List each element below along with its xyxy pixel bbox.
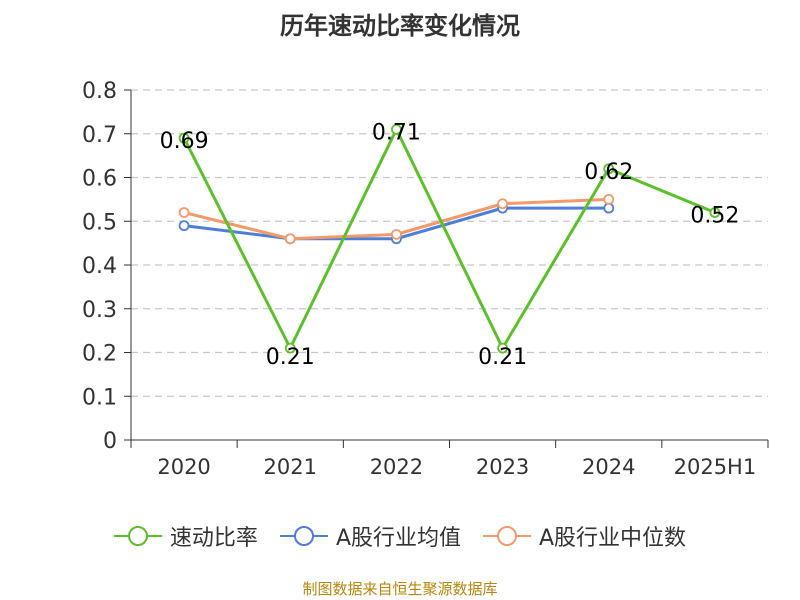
y-tick-label: 0.3 — [82, 298, 117, 323]
data-point — [178, 132, 190, 144]
y-tick-label: 0.4 — [82, 254, 117, 279]
data-point — [284, 233, 296, 245]
data-point — [391, 123, 402, 135]
legend-item-industry-mean[interactable]: A股行业均值 — [279, 520, 461, 552]
legend: 速动比率 A股行业均值 A股行业中位数 — [0, 520, 800, 552]
series-line — [182, 127, 716, 350]
data-point — [391, 228, 402, 240]
data-point — [603, 193, 615, 205]
x-tick-label: 2024 — [582, 455, 635, 479]
x-tick-label: 2021 — [264, 455, 317, 479]
legend-label: A股行业均值 — [335, 526, 461, 551]
legend-label: 速动比率 — [169, 526, 258, 551]
x-tick-label: 2020 — [157, 455, 210, 479]
y-tick-label: 0 — [103, 429, 117, 454]
y-tick-label: 0.1 — [82, 385, 117, 410]
x-tick-label: 2023 — [476, 455, 529, 479]
data-label: 0.71 — [372, 120, 421, 145]
legend-item-quick-ratio[interactable]: 速动比率 — [113, 520, 258, 552]
legend-item-industry-median[interactable]: A股行业中位数 — [483, 520, 686, 552]
data-point — [497, 342, 508, 354]
data-point — [178, 220, 190, 232]
source-note: 制图数据来自恒生聚源数据库 — [302, 580, 498, 598]
chart-title: 历年速动比率变化情况 — [280, 12, 520, 40]
data-point — [497, 198, 508, 210]
data-point — [603, 202, 615, 214]
data-label: 0.69 — [160, 129, 209, 154]
x-tick-label: 2025H1 — [674, 455, 757, 479]
y-tick-label: 0.5 — [82, 210, 117, 235]
y-tick-label: 0.2 — [82, 342, 117, 367]
legend-marker-icon — [279, 526, 328, 546]
data-point — [709, 207, 721, 218]
legend-marker-icon — [483, 526, 531, 546]
data-point — [603, 163, 615, 175]
data-label: 0.52 — [690, 204, 739, 229]
x-tick-label: 2022 — [370, 455, 423, 479]
legend-marker-icon — [113, 526, 162, 546]
data-label: 0.62 — [584, 160, 633, 185]
data-label: 0.21 — [478, 345, 527, 370]
legend-label: A股行业中位数 — [539, 526, 687, 551]
y-tick-label: 0.6 — [82, 167, 117, 192]
y-tick-label: 0.8 — [82, 79, 117, 104]
data-label: 0.21 — [266, 345, 315, 370]
data-point — [284, 342, 296, 354]
y-tick-label: 0.7 — [82, 123, 117, 148]
data-point — [178, 207, 190, 218]
